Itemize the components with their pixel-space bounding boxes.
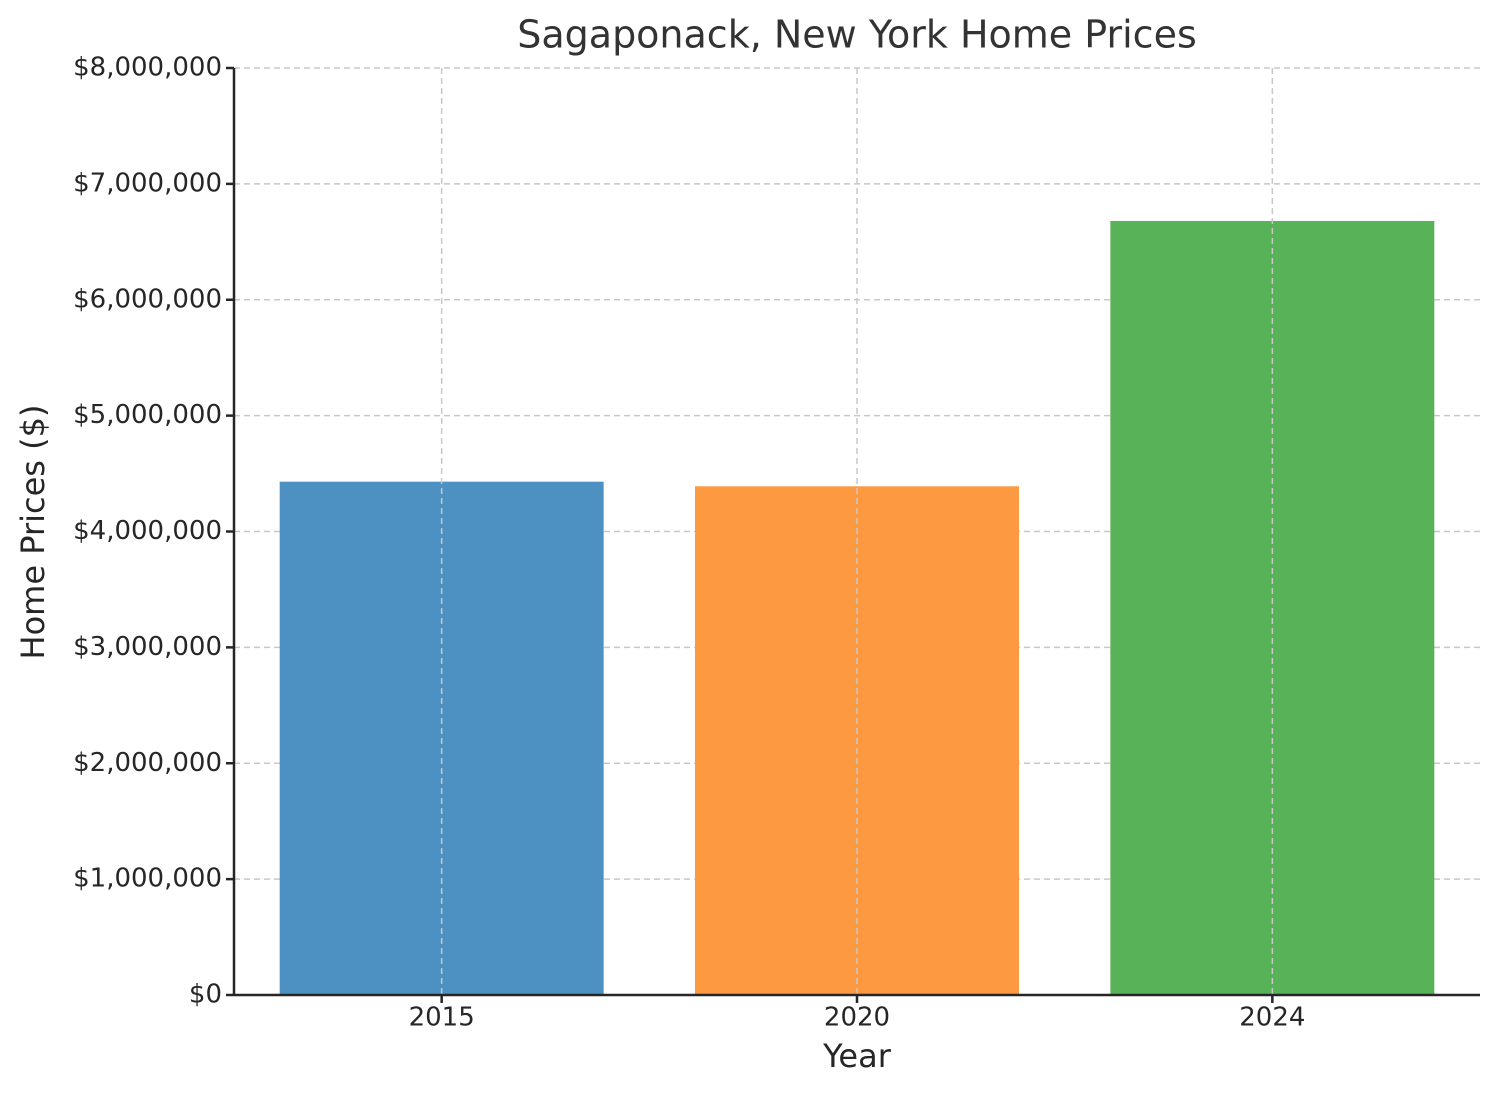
y-tick-label: $1,000,000 xyxy=(73,864,222,894)
y-axis-label: Home Prices ($) xyxy=(14,405,52,660)
y-tick-label: $6,000,000 xyxy=(73,284,222,314)
y-tick-label: $3,000,000 xyxy=(73,632,222,662)
y-tick-label: $2,000,000 xyxy=(73,748,222,778)
x-tick-label: 2024 xyxy=(1239,1003,1305,1033)
x-axis-label: Year xyxy=(822,1037,892,1075)
y-tick-label: $5,000,000 xyxy=(73,400,222,430)
y-tick-label: $7,000,000 xyxy=(73,168,222,198)
y-tick-label: $8,000,000 xyxy=(73,53,222,83)
y-tick-label: $0 xyxy=(189,980,222,1010)
x-tick-label: 2020 xyxy=(824,1003,890,1033)
x-tick-label: 2015 xyxy=(409,1003,475,1033)
y-tick-label: $4,000,000 xyxy=(73,516,222,546)
chart-title: Sagaponack, New York Home Prices xyxy=(517,13,1197,57)
